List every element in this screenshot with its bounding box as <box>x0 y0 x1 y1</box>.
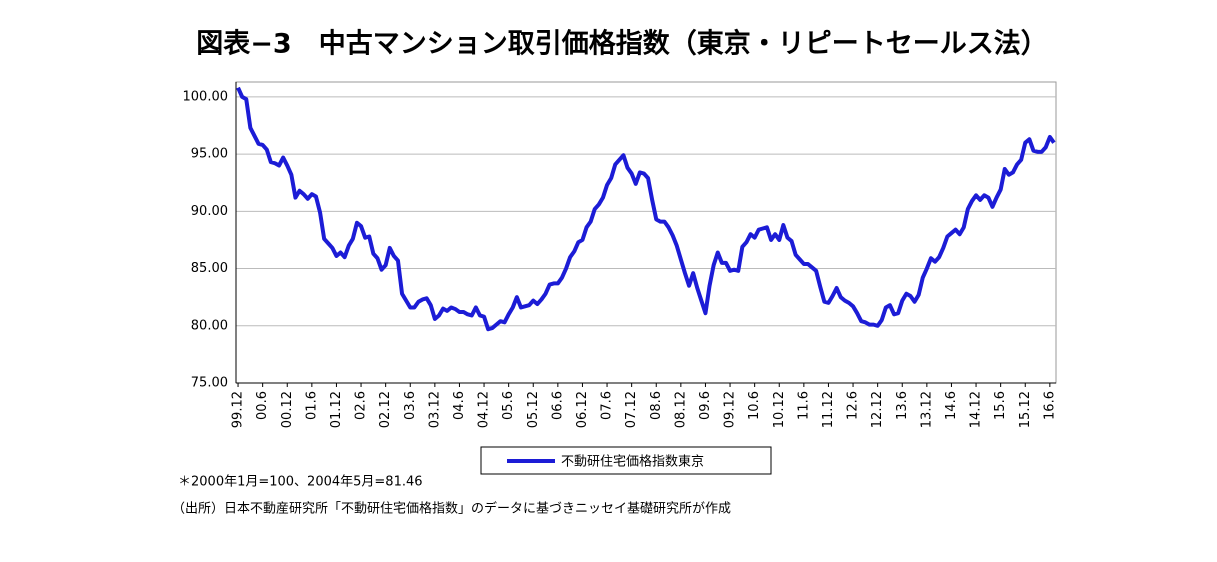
x-tick-label: 12.12 <box>870 391 885 428</box>
source: （出所）日本不動産研究所「不動研住宅価格指数」のデータに基づきニッセイ基礎研究所… <box>172 501 731 517</box>
x-tick-label: 16.6 <box>1042 391 1057 420</box>
x-tick-label: 08.12 <box>673 391 688 428</box>
x-tick-label: 09.12 <box>723 391 738 428</box>
x-tick-label: 07.6 <box>600 391 615 420</box>
legend-label: 不動研住宅価格指数東京 <box>561 454 704 470</box>
y-tick-label: 75.00 <box>191 376 228 391</box>
x-tick-label: 01.6 <box>304 391 319 420</box>
x-tick-label: 06.12 <box>575 391 590 428</box>
x-tick-label: 05.12 <box>526 391 541 428</box>
y-tick-label: 100.00 <box>183 89 229 104</box>
chart-title: 図表−3 中古マンション取引価格指数（東京・リピートセールス法） <box>196 28 1047 60</box>
x-tick-label: 11.6 <box>796 391 811 420</box>
x-tick-label: 06.6 <box>550 391 565 420</box>
x-tick-label: 12.6 <box>846 391 861 420</box>
x-tick-label: 04.12 <box>477 391 492 428</box>
x-tick-label: 10.6 <box>747 391 762 420</box>
x-tick-label: 03.12 <box>427 391 442 428</box>
x-tick-label: 01.12 <box>329 391 344 428</box>
x-tick-label: 03.6 <box>403 391 418 420</box>
x-tick-label: 15.6 <box>993 391 1008 420</box>
note: ＊2000年1月=100、2004年5月=81.46 <box>178 475 423 490</box>
x-tick-label: 02.6 <box>354 391 369 420</box>
x-tick-label: 11.12 <box>821 391 836 428</box>
x-tick-label: 02.12 <box>378 391 393 428</box>
x-tick-label: 13.12 <box>919 391 934 428</box>
x-tick-label: 07.12 <box>624 391 639 428</box>
x-tick-label: 10.12 <box>772 391 787 428</box>
x-tick-label: 00.6 <box>255 391 270 420</box>
series-line <box>236 86 1056 332</box>
y-tick-label: 90.00 <box>191 204 228 219</box>
x-tick-label: 08.6 <box>649 391 664 420</box>
x-tick-label: 04.6 <box>452 391 467 420</box>
x-tick-label: 15.12 <box>1018 391 1033 428</box>
plot-frame <box>235 81 1057 384</box>
x-tick-label: 14.12 <box>969 391 984 428</box>
x-tick-label: 99.12 <box>231 391 246 428</box>
x-tick-label: 00.12 <box>280 391 295 428</box>
y-tick-label: 80.00 <box>191 318 228 333</box>
x-tick-label: 09.6 <box>698 391 713 420</box>
x-tick-label: 13.6 <box>895 391 910 420</box>
x-tick-label: 05.6 <box>501 391 516 420</box>
x-tick-label: 14.6 <box>944 391 959 420</box>
y-tick-label: 85.00 <box>191 261 228 276</box>
y-tick-label: 95.00 <box>191 147 228 162</box>
